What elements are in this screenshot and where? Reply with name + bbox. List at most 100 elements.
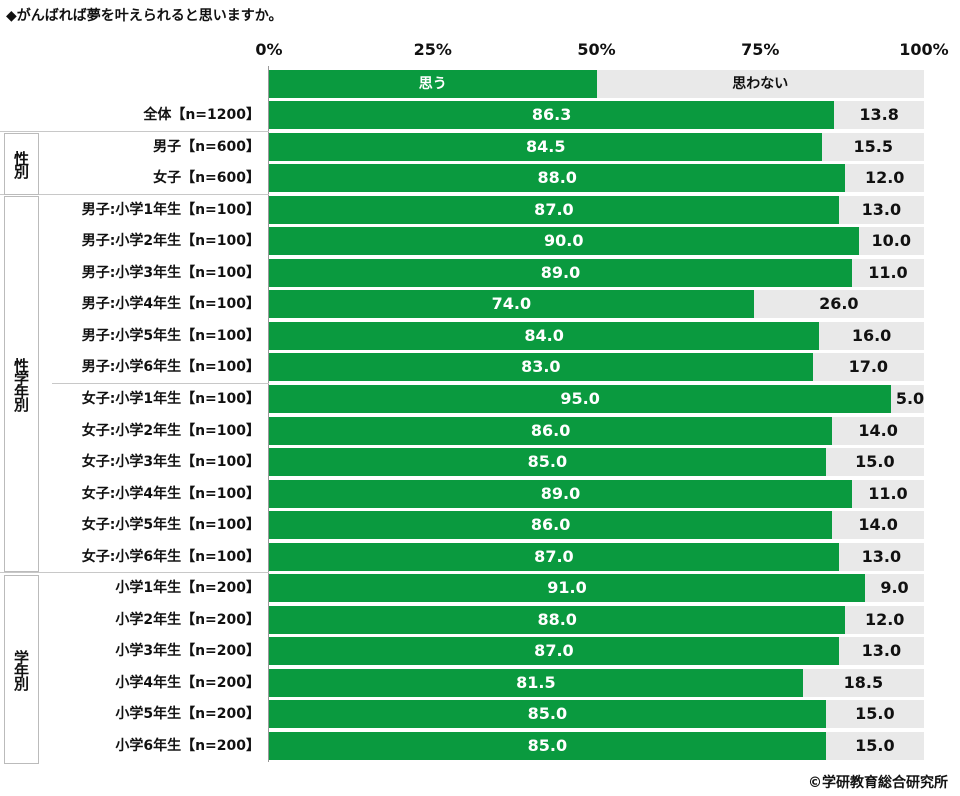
value-label-disagree: 13.0 bbox=[861, 641, 902, 661]
bar-agree: 87.0 bbox=[269, 637, 839, 666]
value-label-disagree: 13.0 bbox=[861, 199, 902, 219]
value-label-disagree: 14.0 bbox=[858, 515, 898, 535]
bar-disagree: 13.0 bbox=[838, 542, 924, 571]
value-label-agree: 85.0 bbox=[527, 452, 568, 472]
bar-disagree: 12.0 bbox=[845, 164, 924, 193]
category-label: 女子:小学5年生【n=100】 bbox=[81, 517, 260, 534]
value-label-agree: 81.5 bbox=[516, 672, 556, 692]
category-label: 小学1年生【n=200】 bbox=[115, 580, 260, 597]
value-label-disagree: 13.8 bbox=[859, 105, 899, 124]
category-label: 女子:小学1年生【n=100】 bbox=[81, 390, 260, 407]
y-axis-line bbox=[268, 66, 269, 762]
category-label: 女子:小学3年生【n=100】 bbox=[81, 454, 260, 471]
bar-agree: 84.0 bbox=[269, 321, 820, 350]
x-tick-label: 25% bbox=[413, 40, 452, 59]
value-label-disagree: 13.0 bbox=[861, 546, 902, 566]
category-label: 女子:小学4年生【n=100】 bbox=[81, 485, 260, 502]
value-label-agree: 87.0 bbox=[534, 546, 574, 566]
bar-agree: 88.0 bbox=[269, 164, 846, 193]
bar-agree: 87.0 bbox=[269, 542, 839, 571]
value-label-disagree: 11.0 bbox=[868, 262, 908, 282]
value-label-disagree: 12.0 bbox=[864, 168, 905, 188]
bar-agree: 86.0 bbox=[269, 416, 833, 445]
value-label-disagree: 15.0 bbox=[855, 452, 895, 472]
credit: ©学研教育総合研究所 bbox=[808, 775, 948, 791]
bar-disagree: 17.0 bbox=[812, 353, 924, 382]
value-label-disagree: 11.0 bbox=[868, 483, 908, 503]
value-label-disagree: 17.0 bbox=[848, 357, 889, 377]
value-label-disagree: 15.0 bbox=[855, 736, 895, 755]
bar-agree: 95.0 bbox=[269, 384, 892, 413]
bar-disagree: 12.0 bbox=[845, 605, 924, 634]
value-label-disagree: 12.0 bbox=[864, 609, 905, 629]
value-label-agree: 95.0 bbox=[560, 388, 600, 408]
bar-disagree: 14.0 bbox=[832, 416, 924, 445]
value-label-agree: 89.0 bbox=[540, 262, 581, 282]
bar-agree: 87.0 bbox=[269, 195, 839, 224]
bar-agree: 81.5 bbox=[269, 668, 803, 697]
category-label: 男子:小学5年生【n=100】 bbox=[81, 327, 260, 344]
group-separator bbox=[52, 383, 269, 384]
value-label-agree: 85.0 bbox=[527, 704, 568, 724]
value-label-agree: 85.0 bbox=[527, 736, 568, 755]
bar-agree: 91.0 bbox=[269, 574, 866, 603]
value-label-agree: 84.0 bbox=[524, 325, 564, 345]
bar-agree: 86.3 bbox=[269, 101, 835, 129]
value-label-agree: 83.0 bbox=[521, 357, 561, 377]
legend-agree: 思う bbox=[269, 70, 597, 98]
value-label-agree: 91.0 bbox=[547, 578, 587, 598]
category-label: 男子【n=600】 bbox=[153, 138, 260, 155]
chart-title: ◆がんばれば夢を叶えられると思いますか。 bbox=[6, 8, 283, 24]
value-label-agree: 89.0 bbox=[540, 483, 581, 503]
bar-disagree: 15.0 bbox=[825, 732, 924, 760]
bar-agree: 84.5 bbox=[269, 132, 823, 161]
group-label: 性別 bbox=[4, 133, 39, 195]
group-separator bbox=[0, 131, 269, 132]
value-label-agree: 86.0 bbox=[530, 515, 571, 535]
group-separator bbox=[0, 572, 269, 573]
value-label-disagree: 16.0 bbox=[851, 325, 892, 345]
value-label-disagree: 10.0 bbox=[871, 231, 911, 251]
value-label-agree: 84.5 bbox=[525, 136, 566, 156]
bar-disagree: 15.0 bbox=[825, 700, 924, 729]
bar-disagree: 15.0 bbox=[825, 448, 924, 477]
bar-disagree: 5.0 bbox=[891, 384, 925, 413]
category-label: 小学3年生【n=200】 bbox=[115, 643, 260, 660]
bar-agree: 88.0 bbox=[269, 605, 846, 634]
bar-disagree: 16.0 bbox=[819, 321, 924, 350]
bar-disagree: 9.0 bbox=[865, 574, 924, 603]
value-label-disagree: 18.5 bbox=[843, 672, 884, 692]
bar-disagree: 11.0 bbox=[851, 479, 924, 508]
value-label-agree: 74.0 bbox=[491, 294, 532, 314]
x-tick-label: 50% bbox=[577, 40, 616, 59]
category-label: 小学6年生【n=200】 bbox=[115, 738, 260, 754]
category-label: 小学5年生【n=200】 bbox=[115, 706, 260, 723]
value-label-disagree: 5.0 bbox=[895, 388, 925, 408]
bar-agree: 83.0 bbox=[269, 353, 813, 382]
bar-disagree: 15.5 bbox=[822, 132, 924, 161]
bar-disagree: 18.5 bbox=[802, 668, 924, 697]
bar-disagree: 13.0 bbox=[838, 195, 924, 224]
legend-disagree: 思わない bbox=[596, 70, 924, 98]
value-label-agree: 86.3 bbox=[531, 105, 572, 124]
group-label: 性学年別 bbox=[4, 196, 39, 572]
category-label: 全体【n=1200】 bbox=[143, 107, 260, 123]
value-label-agree: 87.0 bbox=[534, 199, 574, 219]
category-label: 女子:小学2年生【n=100】 bbox=[81, 422, 260, 439]
category-label: 小学4年生【n=200】 bbox=[115, 674, 260, 691]
x-tick-label: 0% bbox=[255, 40, 283, 59]
bar-agree: 74.0 bbox=[269, 290, 754, 319]
x-tick-label: 100% bbox=[899, 40, 949, 59]
value-label-disagree: 26.0 bbox=[819, 294, 859, 314]
bar-disagree: 11.0 bbox=[851, 258, 924, 287]
bar-disagree: 10.0 bbox=[858, 227, 924, 256]
bar-agree: 86.0 bbox=[269, 511, 833, 540]
bar-agree: 85.0 bbox=[269, 700, 826, 729]
bar-agree: 85.0 bbox=[269, 448, 826, 477]
category-label: 男子:小学1年生【n=100】 bbox=[81, 201, 260, 218]
bar-agree: 89.0 bbox=[269, 479, 852, 508]
group-label: 学年別 bbox=[4, 575, 39, 764]
value-label-agree: 86.0 bbox=[530, 420, 571, 440]
value-label-agree: 90.0 bbox=[544, 231, 584, 251]
